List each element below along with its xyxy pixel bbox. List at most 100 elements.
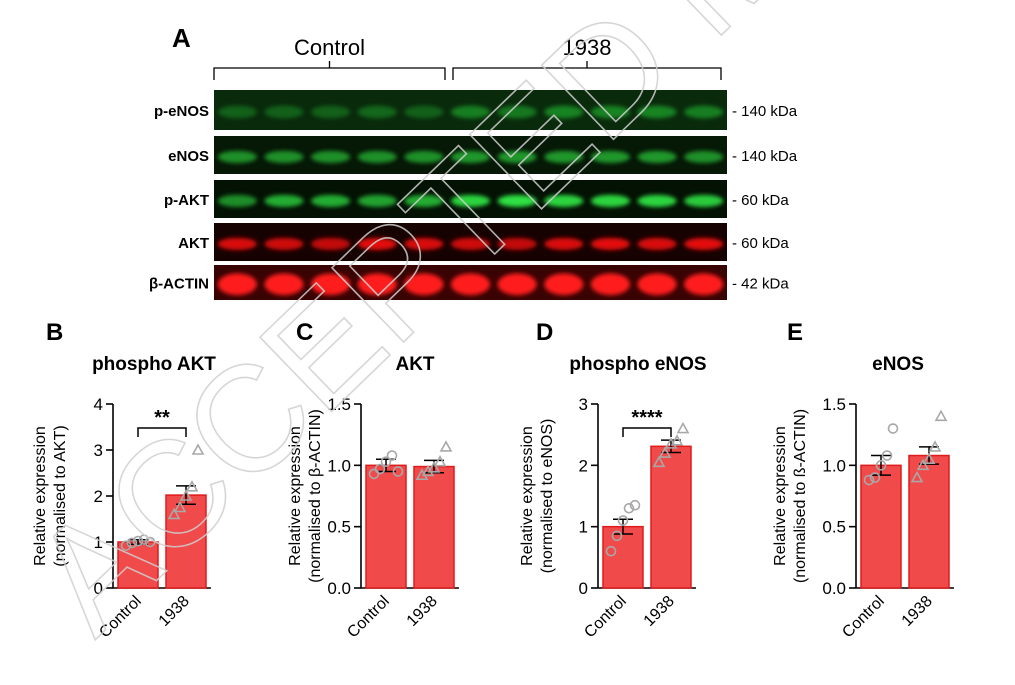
chart-title: phospho AKT [92, 354, 216, 375]
data-point [138, 534, 150, 546]
y-tick-label: 1.5 [327, 395, 351, 414]
data-point [922, 452, 936, 464]
data-point [617, 515, 629, 526]
blot-band [684, 273, 724, 296]
y-axis-label: (normalised to β-ACTIN) [307, 409, 324, 583]
blot-band [217, 150, 257, 163]
x-tick-label: Control [581, 593, 629, 641]
data-point [132, 535, 144, 547]
blot-band [311, 105, 351, 119]
data-point [676, 421, 690, 434]
blot-band [450, 273, 491, 296]
blot-band [404, 194, 444, 207]
y-tick-label: 0 [94, 579, 103, 598]
blot-band [404, 105, 444, 119]
x-tick-label: Control [344, 593, 392, 641]
blot-label: p-AKT [164, 192, 209, 209]
y-axis-label: Relative expression [287, 426, 304, 566]
blot-band [544, 237, 584, 250]
data-point [392, 466, 404, 477]
data-point [173, 500, 187, 513]
blot-band [264, 105, 304, 119]
data-point [928, 440, 942, 452]
data-point [167, 507, 181, 520]
bar [908, 454, 950, 589]
blot-band [450, 194, 491, 207]
blot-band [311, 237, 351, 250]
y-axis-label: Relative expression [772, 426, 789, 566]
blot-band [264, 194, 304, 207]
data-point [374, 463, 386, 475]
data-point [185, 480, 199, 492]
blot-band [404, 273, 444, 296]
group-label: Control [294, 35, 365, 60]
y-tick-label: 0 [579, 579, 588, 598]
blot-band [637, 105, 677, 119]
data-point [863, 474, 875, 486]
blot-band [684, 105, 724, 119]
panel-letter: C [296, 319, 313, 346]
blot-marker: - 42 kDa [732, 276, 789, 293]
blot-band [544, 150, 584, 163]
data-point [881, 450, 893, 461]
group-bracket [452, 61, 722, 80]
blot-band [264, 150, 304, 163]
y-tick-label: 1.5 [822, 395, 846, 414]
data-point [934, 409, 948, 422]
significance-bracket [622, 427, 672, 437]
blot-band [590, 150, 630, 163]
blot-band [497, 105, 537, 119]
blot-band [357, 273, 397, 296]
blot-band [637, 273, 677, 296]
y-tick-label: 0.5 [822, 518, 846, 537]
y-tick-label: 0.0 [822, 579, 846, 598]
y-tick-label: 1.0 [327, 456, 351, 475]
data-point [605, 545, 617, 557]
blot-label: p-eNOS [154, 103, 209, 120]
data-point [439, 440, 453, 452]
data-point [126, 537, 138, 549]
blot-band [637, 237, 677, 250]
data-point [658, 446, 672, 458]
data-point [869, 472, 881, 483]
blot-band [450, 150, 491, 163]
blot-marker: - 60 kDa [732, 192, 789, 209]
blot-marker: - 140 kDa [732, 103, 798, 120]
y-tick-label: 1 [94, 533, 103, 552]
blot-band [311, 194, 351, 207]
y-tick-label: 0.5 [327, 518, 351, 537]
blot-band [684, 237, 724, 250]
bar [365, 464, 407, 589]
panel-letter: E [787, 319, 803, 346]
group-label: 1938 [563, 35, 612, 60]
y-axis-label: (normalised to AKT) [52, 425, 69, 566]
blot-band [590, 237, 630, 250]
blot-row: AKT - 60 kDa [178, 223, 789, 261]
blot-band [217, 237, 257, 250]
y-tick-label: 3 [579, 395, 588, 414]
data-point [433, 455, 447, 467]
blot-band [357, 237, 397, 250]
y-tick-label: 2 [94, 487, 103, 506]
blot-band [357, 194, 397, 207]
blot-label: AKT [178, 235, 209, 252]
data-point [670, 434, 684, 446]
y-tick-label: 1.0 [822, 456, 846, 475]
blot-band [497, 194, 537, 207]
blot-row: p-eNOS - 140 kDa [154, 90, 798, 130]
data-point [887, 423, 899, 434]
chart-title: eNOS [872, 354, 924, 375]
blot-band [217, 273, 257, 296]
blot-band [684, 194, 724, 207]
blot-band [404, 237, 444, 250]
significance-bracket [137, 427, 187, 437]
blot-band [217, 105, 257, 119]
data-point [380, 456, 392, 467]
blot-band [637, 194, 677, 207]
y-tick-label: 3 [94, 441, 103, 460]
y-axis-label: Relative expression [32, 426, 49, 566]
